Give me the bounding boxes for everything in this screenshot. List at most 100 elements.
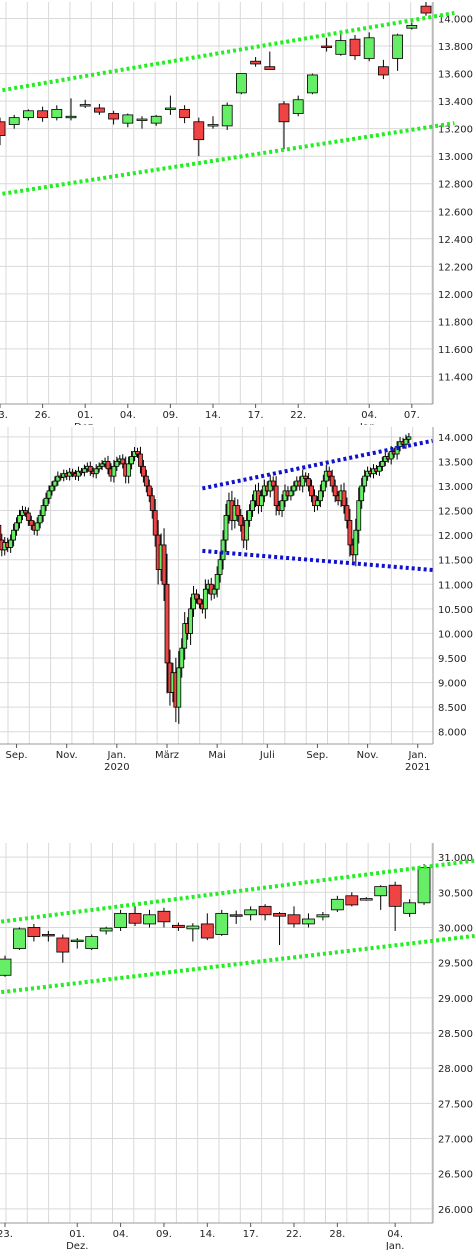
- y-tick-label: 30.500: [438, 888, 473, 899]
- candle-down: [0, 121, 6, 136]
- candle-up: [46, 490, 52, 499]
- y-tick-label: 13.400: [438, 97, 473, 108]
- candle-up: [392, 34, 404, 59]
- candle-up: [202, 588, 208, 610]
- candle-up: [379, 461, 385, 467]
- x-tick-label: 01.: [77, 410, 93, 421]
- x-tick-label: März: [155, 750, 179, 761]
- candle-up: [316, 914, 330, 918]
- candle-down: [120, 458, 126, 465]
- candle-up: [211, 588, 217, 595]
- y-tick-label: 10.000: [438, 629, 473, 640]
- y-tick-label: 14.000: [438, 15, 473, 26]
- candle-down: [287, 914, 301, 925]
- y-tick-label: 29.000: [438, 994, 473, 1005]
- candle-down: [270, 480, 276, 487]
- trend-line: [0, 11, 455, 93]
- candle-down: [321, 45, 333, 48]
- candle-down: [278, 103, 290, 123]
- x-tick-sublabel: 2021: [405, 762, 430, 773]
- x-tick-label: Sep.: [306, 750, 328, 761]
- candle-down: [349, 38, 361, 57]
- x-tick-label: 09.: [162, 410, 178, 421]
- candle-up: [79, 104, 91, 107]
- candle-up: [288, 490, 294, 497]
- candle-down: [329, 475, 335, 487]
- candle-down: [161, 544, 167, 585]
- y-tick-label: 11.400: [438, 372, 473, 383]
- y-tick-label: 26.500: [438, 1170, 473, 1181]
- candle-up: [376, 465, 382, 472]
- candle-up: [417, 867, 431, 904]
- candle-up: [76, 470, 81, 477]
- x-tick-label: 04.: [120, 410, 136, 421]
- y-tick-label: 13.200: [438, 125, 473, 136]
- candle-down: [138, 453, 143, 467]
- candle-up: [279, 500, 285, 511]
- candle-down: [306, 478, 312, 487]
- y-tick-label: 28.500: [438, 1029, 473, 1040]
- candle-up: [335, 40, 347, 55]
- y-tick-label: 12.800: [438, 180, 473, 191]
- candle-up: [362, 475, 368, 487]
- y-tick-label: 14.000: [438, 433, 473, 444]
- candle-up: [52, 480, 58, 487]
- candle-down: [264, 66, 276, 70]
- candle-up: [8, 117, 20, 125]
- candlestick-chart-top: 11.400 11.600 11.800 12.000 12.200 12.400 12.6…: [0, 2, 473, 425]
- candle-up: [114, 461, 120, 467]
- candle-up: [176, 667, 182, 708]
- x-tick-label: 14.: [199, 1229, 215, 1240]
- candle-up: [43, 497, 49, 507]
- y-tick-label: 30.000: [438, 923, 473, 934]
- candle-down: [179, 108, 191, 119]
- x-tick-label: Sep.: [6, 750, 28, 761]
- candles: [0, 864, 431, 977]
- y-tick-label: 11.500: [438, 556, 473, 567]
- candle-up: [8, 539, 14, 548]
- candle-up: [70, 939, 84, 943]
- candle-down: [238, 515, 244, 526]
- candle-up: [403, 902, 417, 914]
- x-tick-label: 04.: [361, 410, 377, 421]
- candle-down: [87, 465, 93, 472]
- candle-up: [244, 519, 250, 541]
- candle-up: [179, 647, 185, 669]
- candles: [0, 2, 432, 157]
- candle-down: [143, 475, 149, 487]
- x-tick-label: 28.: [329, 1229, 345, 1240]
- y-tick-label: 12.000: [438, 531, 473, 542]
- candle-up: [150, 115, 162, 124]
- candle-down: [135, 451, 140, 455]
- y-tick-label: 8.500: [438, 703, 467, 714]
- candle-up: [220, 539, 226, 561]
- x-tick-label: 07.: [404, 410, 420, 421]
- candle-up: [191, 593, 196, 610]
- candle-down: [250, 60, 262, 65]
- y-tick-label: 13.600: [438, 70, 473, 81]
- candle-up: [359, 485, 365, 502]
- x-tick-label: 22.: [290, 410, 306, 421]
- candle-up: [292, 99, 304, 114]
- candle-up: [13, 928, 26, 949]
- y-tick-label: 12.500: [438, 507, 473, 518]
- candle-down: [229, 914, 243, 917]
- candle-down: [94, 107, 105, 113]
- candle-up: [223, 515, 229, 541]
- candle-down: [194, 593, 199, 600]
- y-tick-label: 13.500: [438, 457, 473, 468]
- trend-line: [202, 548, 433, 573]
- candle-up: [258, 495, 264, 507]
- x-tick-label: 17.: [248, 410, 264, 421]
- candle-up: [99, 463, 105, 467]
- candle-down: [25, 512, 31, 521]
- candle-down: [56, 937, 70, 953]
- candlestick-chart-middle: 8.000 8.500 9.000 9.500 10.000 10.500 11.000 11…: [0, 427, 473, 773]
- x-tick-sublabel: Dez.: [74, 422, 96, 425]
- candle-up: [207, 124, 219, 127]
- x-tick-label: 09.: [156, 1229, 172, 1240]
- y-tick-label: 27.500: [438, 1099, 473, 1110]
- candle-up: [247, 510, 253, 521]
- y-tick-label: 11.000: [438, 580, 473, 591]
